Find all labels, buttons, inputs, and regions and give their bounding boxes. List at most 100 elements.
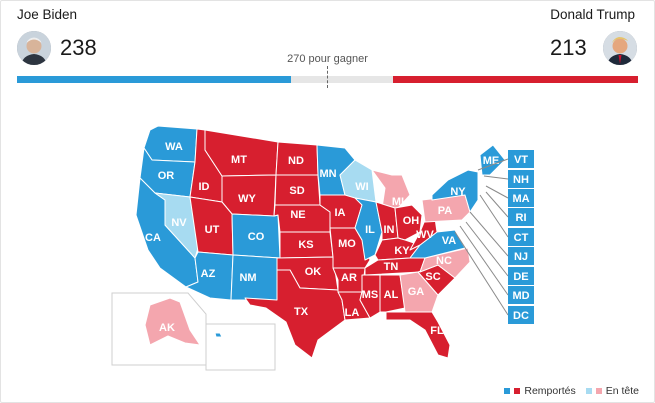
legend-leading-label: En tête bbox=[605, 385, 639, 397]
box-DE[interactable] bbox=[508, 267, 534, 285]
leader-MA bbox=[485, 185, 509, 199]
progress-fill-trump bbox=[393, 76, 638, 83]
legend-swatch-dem-leading bbox=[585, 388, 592, 394]
label-VT: VT bbox=[514, 154, 528, 166]
label-OR: OR bbox=[158, 170, 175, 182]
label-HI: HI bbox=[225, 349, 236, 361]
box-RI[interactable] bbox=[508, 208, 534, 226]
small-state-leaders bbox=[454, 158, 509, 316]
label-NH: NH bbox=[513, 174, 529, 186]
label-ID: ID bbox=[199, 181, 210, 193]
state-AL[interactable] bbox=[379, 274, 406, 313]
label-MS: MS bbox=[362, 289, 379, 301]
label-NJ: NJ bbox=[514, 251, 528, 263]
label-TX: TX bbox=[294, 306, 309, 318]
label-NY: NY bbox=[450, 186, 466, 198]
label-AR: AR bbox=[341, 272, 357, 284]
biden-electoral-votes: 238 bbox=[60, 35, 97, 60]
label-NM: NM bbox=[239, 272, 256, 284]
state-CO[interactable] bbox=[231, 213, 281, 259]
state-GA[interactable] bbox=[399, 271, 439, 313]
label-WY: WY bbox=[238, 193, 256, 205]
label-FL: FL bbox=[430, 325, 444, 337]
legend-swatch-dem-won bbox=[504, 388, 511, 394]
leader-CT bbox=[479, 194, 509, 238]
label-SD: SD bbox=[289, 185, 304, 197]
label-PA: PA bbox=[438, 205, 453, 217]
legend-swatch-rep-won bbox=[514, 388, 521, 394]
label-OH: OH bbox=[403, 215, 420, 227]
progress-fill-biden bbox=[17, 76, 291, 83]
box-NH[interactable] bbox=[508, 170, 534, 188]
small-state-boxes: VT NH MA RI CT NJ DE MD DC bbox=[508, 150, 534, 324]
label-GA: GA bbox=[408, 286, 425, 298]
label-TN: TN bbox=[384, 261, 399, 273]
label-DC: DC bbox=[513, 310, 529, 322]
box-NJ[interactable] bbox=[508, 247, 534, 265]
legend-won-label: Remportés bbox=[524, 385, 576, 397]
legend-swatch-rep-leading bbox=[595, 388, 602, 394]
map-shapes bbox=[135, 125, 506, 359]
label-MN: MN bbox=[319, 168, 336, 180]
threshold-marker bbox=[327, 66, 328, 88]
label-LA: LA bbox=[345, 307, 360, 319]
leader-NH bbox=[483, 175, 509, 180]
label-NC: NC bbox=[436, 255, 452, 267]
label-KS: KS bbox=[298, 239, 313, 251]
label-AZ: AZ bbox=[201, 268, 216, 280]
label-NE: NE bbox=[290, 209, 305, 221]
label-UT: UT bbox=[205, 224, 220, 236]
box-VT[interactable] bbox=[508, 150, 534, 168]
label-OK: OK bbox=[305, 266, 322, 278]
label-MO: MO bbox=[338, 238, 356, 250]
state-TX[interactable] bbox=[244, 269, 346, 359]
leader-RI bbox=[485, 191, 509, 218]
label-WV: WV bbox=[416, 229, 434, 241]
candidate-name-biden: Joe Biden bbox=[17, 7, 78, 22]
label-IN: IN bbox=[384, 224, 395, 236]
trump-electoral-votes: 213 bbox=[550, 35, 587, 60]
state-NY[interactable] bbox=[431, 169, 479, 213]
leader-MD bbox=[459, 225, 509, 296]
state-AK[interactable] bbox=[144, 297, 201, 346]
label-MA: MA bbox=[512, 193, 529, 205]
label-MT: MT bbox=[231, 154, 247, 166]
label-SC: SC bbox=[425, 271, 440, 283]
label-IL: IL bbox=[365, 224, 375, 236]
state-labels: WA OR CA NV ID MT WY UT CO AZ NM ND SD N… bbox=[145, 141, 499, 361]
avatar-biden bbox=[17, 31, 51, 65]
leader-VT bbox=[477, 158, 509, 171]
label-CT: CT bbox=[514, 232, 529, 244]
box-CT[interactable] bbox=[508, 228, 534, 246]
label-WI: WI bbox=[355, 181, 368, 193]
label-NV: NV bbox=[171, 217, 187, 229]
leader-NJ bbox=[469, 211, 509, 257]
threshold-label: 270 pour gagner bbox=[287, 53, 368, 65]
label-WA: WA bbox=[165, 141, 183, 153]
leader-DC bbox=[454, 231, 509, 316]
label-CO: CO bbox=[248, 231, 265, 243]
label-IA: IA bbox=[335, 207, 346, 219]
leader-DE bbox=[465, 221, 509, 277]
label-CA: CA bbox=[145, 232, 161, 244]
label-RI: RI bbox=[516, 212, 527, 224]
avatar-trump bbox=[603, 31, 637, 65]
state-MI[interactable] bbox=[371, 169, 411, 209]
label-AK: AK bbox=[159, 322, 175, 334]
hawaii-inset-border bbox=[205, 323, 276, 371]
label-AL: AL bbox=[384, 289, 399, 301]
label-MI: MI bbox=[392, 196, 404, 208]
label-DE: DE bbox=[513, 271, 528, 283]
box-DC[interactable] bbox=[508, 306, 534, 324]
state-FL[interactable] bbox=[385, 311, 451, 359]
state-HI[interactable] bbox=[214, 332, 223, 338]
label-MD: MD bbox=[512, 290, 529, 302]
label-ND: ND bbox=[288, 155, 304, 167]
label-KY: KY bbox=[394, 245, 410, 257]
box-MD[interactable] bbox=[508, 286, 534, 304]
candidate-name-trump: Donald Trump bbox=[550, 7, 635, 22]
map-legend: Remportés En tête bbox=[504, 385, 639, 397]
label-VA: VA bbox=[442, 235, 457, 247]
box-MA[interactable] bbox=[508, 189, 534, 207]
